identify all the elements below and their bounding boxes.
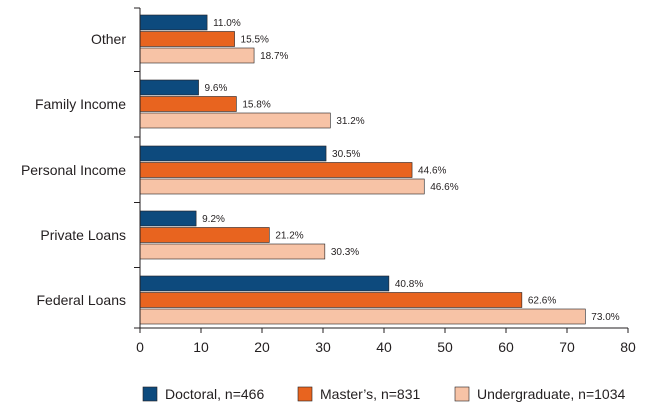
legend: Doctoral, n=466 Master’s, n=831 Undergradu…: [142, 386, 625, 402]
category-label-other: Other: [91, 31, 126, 47]
bar-private-loans-doctoral: [139, 210, 197, 227]
legend-label-masters: Master’s, n=831: [320, 386, 420, 402]
value-label-family-income-undergraduate: 31.2%: [336, 116, 364, 127]
value-label-private-loans-undergraduate: 30.3%: [331, 247, 359, 258]
value-labels-layer: 11.0%15.5% 18.7% 9.6% 15.8% 31.2% 30.5% 44.6% 4…: [202, 18, 620, 323]
category-label-private-loans: Private Loans: [40, 227, 126, 243]
legend-label-undergraduate: Undergraduate, n=1034: [477, 386, 625, 402]
value-label-other-doctoral: 11.0%: [213, 18, 241, 29]
value-label-other-masters: 15.5%: [241, 35, 269, 46]
bar-federal-loans-masters: [139, 292, 523, 308]
value-label-personal-income-undergraduate: 46.6%: [430, 182, 458, 193]
value-label-federal-loans-doctoral: 40.8%: [395, 279, 423, 290]
bar-family-income-undergraduate: [139, 112, 331, 129]
value-label-personal-income-masters: 44.6%: [418, 166, 446, 177]
x-tick-label-6: 60: [498, 339, 514, 355]
legend-swatch-masters: [297, 386, 313, 402]
bar-other-undergraduate: [139, 47, 255, 64]
value-label-personal-income-doctoral: 30.5%: [332, 149, 360, 160]
bar-personal-income-masters: [139, 162, 413, 178]
bar-federal-loans-undergraduate: [139, 308, 586, 325]
x-tick-label-2: 20: [254, 339, 270, 355]
bars-layer: [139, 14, 586, 325]
value-label-federal-loans-masters: 62.6%: [528, 296, 556, 307]
category-label-family-income: Family Income: [35, 96, 126, 112]
axes-layer: 0 10 20 30 40 50 60 70 80: [134, 7, 636, 355]
legend-swatch-doctoral: [142, 386, 158, 402]
bar-family-income-masters: [139, 96, 237, 112]
x-tick-label-8: 80: [620, 339, 636, 355]
x-tick-label-1: 10: [193, 339, 209, 355]
bar-personal-income-undergraduate: [139, 178, 425, 195]
value-label-family-income-doctoral: 9.6%: [205, 83, 228, 94]
bar-private-loans-undergraduate: [139, 243, 326, 260]
x-tick-label-5: 50: [437, 339, 453, 355]
value-label-federal-loans-undergraduate: 73.0%: [591, 312, 619, 323]
value-label-private-loans-masters: 21.2%: [275, 231, 303, 242]
value-label-private-loans-doctoral: 9.2%: [202, 214, 225, 225]
bar-other-masters: [139, 31, 235, 47]
bar-family-income-doctoral: [139, 79, 199, 96]
x-tick-label-7: 70: [559, 339, 575, 355]
x-tick-label-0: 0: [136, 339, 144, 355]
category-labels-layer: Other Family Income Personal Income Private…: [21, 31, 126, 308]
legend-label-doctoral: Doctoral, n=466: [165, 386, 264, 402]
bar-private-loans-masters: [139, 227, 270, 243]
bar-personal-income-doctoral: [139, 145, 327, 162]
value-label-other-undergraduate: 18.7%: [260, 51, 288, 62]
category-label-federal-loans: Federal Loans: [36, 292, 126, 308]
bar-other-doctoral: [139, 14, 208, 31]
x-tick-label-4: 40: [376, 339, 392, 355]
bar-federal-loans-doctoral: [139, 275, 390, 292]
category-label-personal-income: Personal Income: [21, 162, 126, 178]
value-label-family-income-masters: 15.8%: [242, 100, 270, 111]
legend-swatch-undergraduate: [454, 386, 470, 402]
x-tick-label-3: 30: [315, 339, 331, 355]
